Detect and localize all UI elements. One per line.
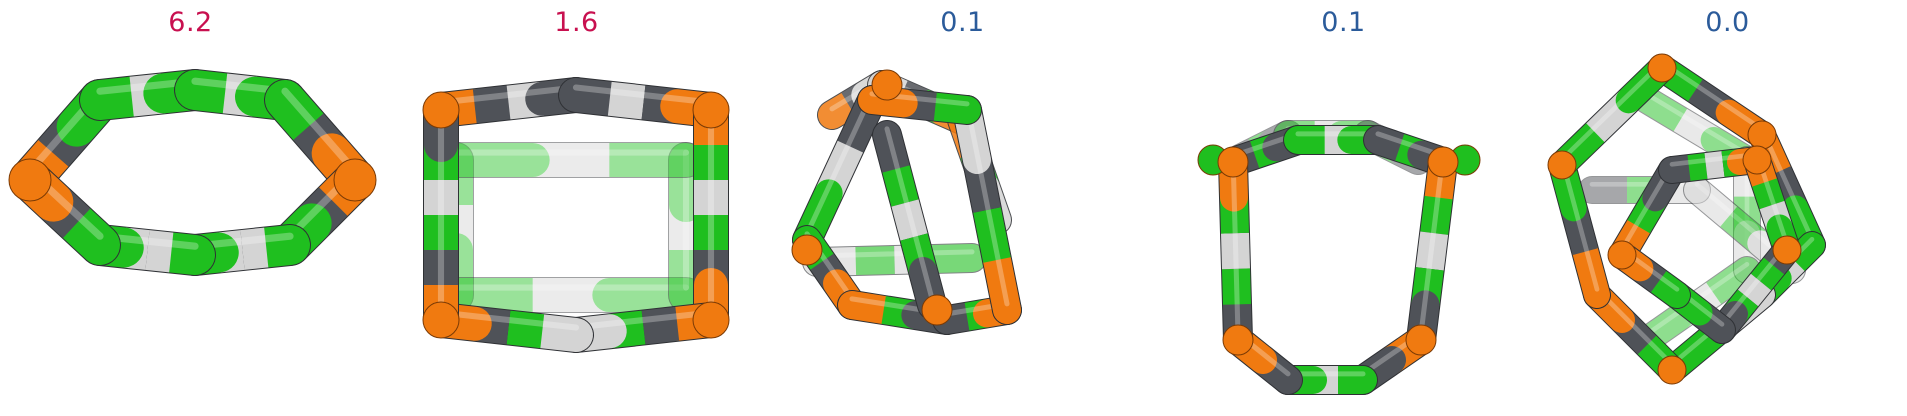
bond-segment bbox=[1406, 147, 1458, 355]
bond-segment bbox=[952, 95, 1022, 325]
cage-molecule-render bbox=[1547, 53, 1826, 385]
ring-molecule-render bbox=[8, 69, 377, 276]
atom-joint bbox=[422, 91, 460, 129]
atom-joint bbox=[1772, 235, 1802, 265]
atom-joint bbox=[921, 294, 953, 326]
atom-joint bbox=[1222, 324, 1254, 356]
atom-joint bbox=[1217, 146, 1249, 178]
cage-molecule-render bbox=[791, 69, 1022, 335]
bond-segment bbox=[872, 120, 947, 320]
bond-segment bbox=[1218, 147, 1253, 355]
atom-joint bbox=[1742, 145, 1772, 175]
bond-segment bbox=[423, 77, 594, 128]
atom-joint bbox=[8, 158, 52, 202]
atom-joint bbox=[422, 301, 460, 339]
bond-segment bbox=[438, 277, 704, 313]
bond-segment bbox=[438, 142, 704, 178]
cage-molecule-render bbox=[1197, 120, 1481, 395]
molecule-panel-4: 0.1 bbox=[1153, 0, 1534, 416]
panel-value-label: 0.1 bbox=[1321, 7, 1366, 38]
bond-segment bbox=[802, 243, 987, 277]
atom-joint bbox=[1657, 355, 1687, 385]
atom-joint bbox=[692, 91, 730, 129]
atom-joint bbox=[1547, 150, 1577, 180]
bond-segment bbox=[558, 302, 729, 353]
atom-joint bbox=[871, 69, 903, 101]
molecule-panel-2: 1.6 bbox=[386, 0, 767, 416]
atom-joint bbox=[1647, 53, 1677, 83]
panel-value-label: 0.0 bbox=[1705, 7, 1750, 38]
atom-joint bbox=[1405, 324, 1437, 356]
panel-value-label: 1.6 bbox=[554, 7, 599, 38]
atom-joint bbox=[1747, 120, 1777, 150]
molecule-panel-1: 6.2 bbox=[0, 0, 381, 416]
cage-molecule-render bbox=[422, 77, 730, 353]
atom-joint bbox=[791, 234, 823, 266]
bond-segment bbox=[857, 85, 982, 125]
molecule-panel-3: 0.1 bbox=[772, 0, 1153, 416]
bond-segment bbox=[558, 77, 729, 128]
atom-joint bbox=[1427, 146, 1459, 178]
atom-joint bbox=[692, 301, 730, 339]
atom-joint bbox=[1607, 240, 1637, 270]
panel-value-label: 0.1 bbox=[940, 7, 985, 38]
atom-joint bbox=[333, 158, 377, 202]
panel-value-label: 6.2 bbox=[168, 7, 213, 38]
molecule-panel-5: 0.0 bbox=[1537, 0, 1907, 416]
bond-segment bbox=[423, 302, 594, 353]
